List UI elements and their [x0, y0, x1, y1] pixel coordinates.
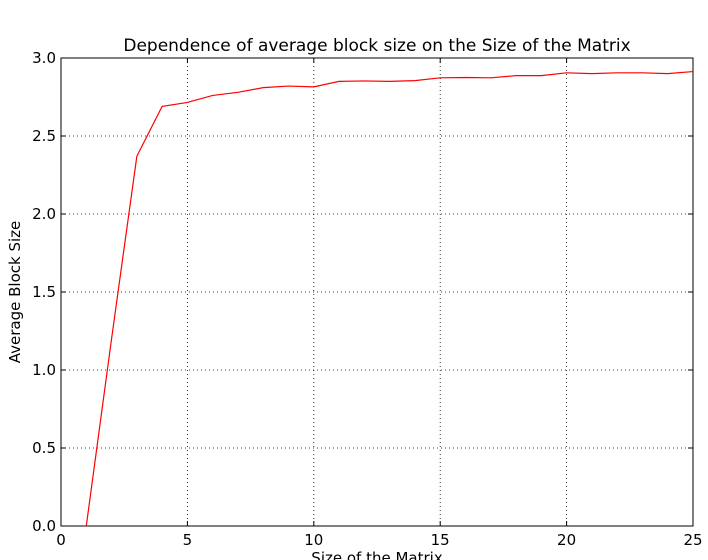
y-tick-label: 0.5 [32, 439, 56, 457]
y-axis: 0.0 0.5 1.0 1.5 2.0 2.5 3.0 [32, 49, 693, 535]
x-tick-label: 15 [431, 531, 450, 549]
y-tick-label: 1.5 [32, 283, 56, 301]
y-tick-label: 2.5 [32, 127, 56, 145]
x-tick-label: 25 [683, 531, 702, 549]
y-tick-label: 1.0 [32, 361, 56, 379]
grid-lines [60, 57, 694, 527]
x-tick-label: 10 [304, 531, 323, 549]
y-tick-label: 0.0 [32, 517, 56, 535]
data-series [85, 70, 694, 527]
series-line [85, 70, 694, 527]
y-tick-label: 2.0 [32, 205, 56, 223]
x-tick-label: 5 [183, 531, 193, 549]
x-tick-label: 20 [557, 531, 576, 549]
chart-title: Dependence of average block size on the … [123, 36, 630, 56]
x-axis-label: Size of the Matrix [311, 549, 443, 560]
y-axis-label: Average Block Size [6, 221, 24, 364]
x-axis: 0 5 10 15 20 25 [56, 58, 703, 549]
x-tick-label: 0 [56, 531, 66, 549]
y-tick-label: 3.0 [32, 49, 56, 67]
